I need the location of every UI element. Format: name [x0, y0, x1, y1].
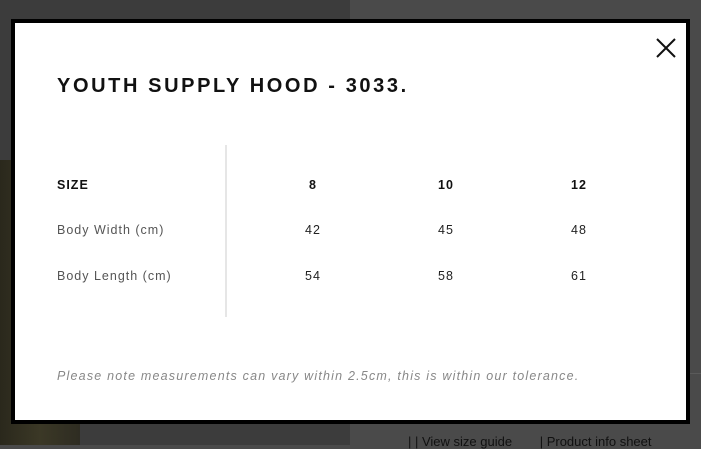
table-cell: 45 [438, 223, 454, 237]
size-12-header: 12 [571, 178, 587, 192]
product-links: | | View size guide | Product info sheet [408, 434, 676, 449]
table-cell: 54 [305, 269, 321, 283]
table-cell: 58 [438, 269, 454, 283]
product-info-sheet-link[interactable]: | Product info sheet [539, 434, 652, 449]
table-cell: 42 [305, 223, 321, 237]
body-width-label: Body Width (cm) [57, 223, 165, 237]
body-length-label: Body Length (cm) [57, 269, 172, 283]
view-size-guide-link[interactable]: | | View size guide [408, 434, 513, 449]
table-divider [225, 145, 227, 317]
table-cell: 48 [571, 223, 587, 237]
close-icon[interactable] [655, 37, 677, 59]
size-header: SIZE [57, 178, 89, 192]
tolerance-note: Please note measurements can vary within… [57, 369, 580, 383]
size-8-header: 8 [309, 178, 317, 192]
divider [690, 373, 701, 374]
size-guide-modal: YOUTH SUPPLY HOOD - 3033. SIZE 8 10 12 B… [11, 19, 690, 424]
table-cell: 61 [571, 269, 587, 283]
modal-title: YOUTH SUPPLY HOOD - 3033. [57, 75, 409, 97]
size-10-header: 10 [438, 178, 454, 192]
